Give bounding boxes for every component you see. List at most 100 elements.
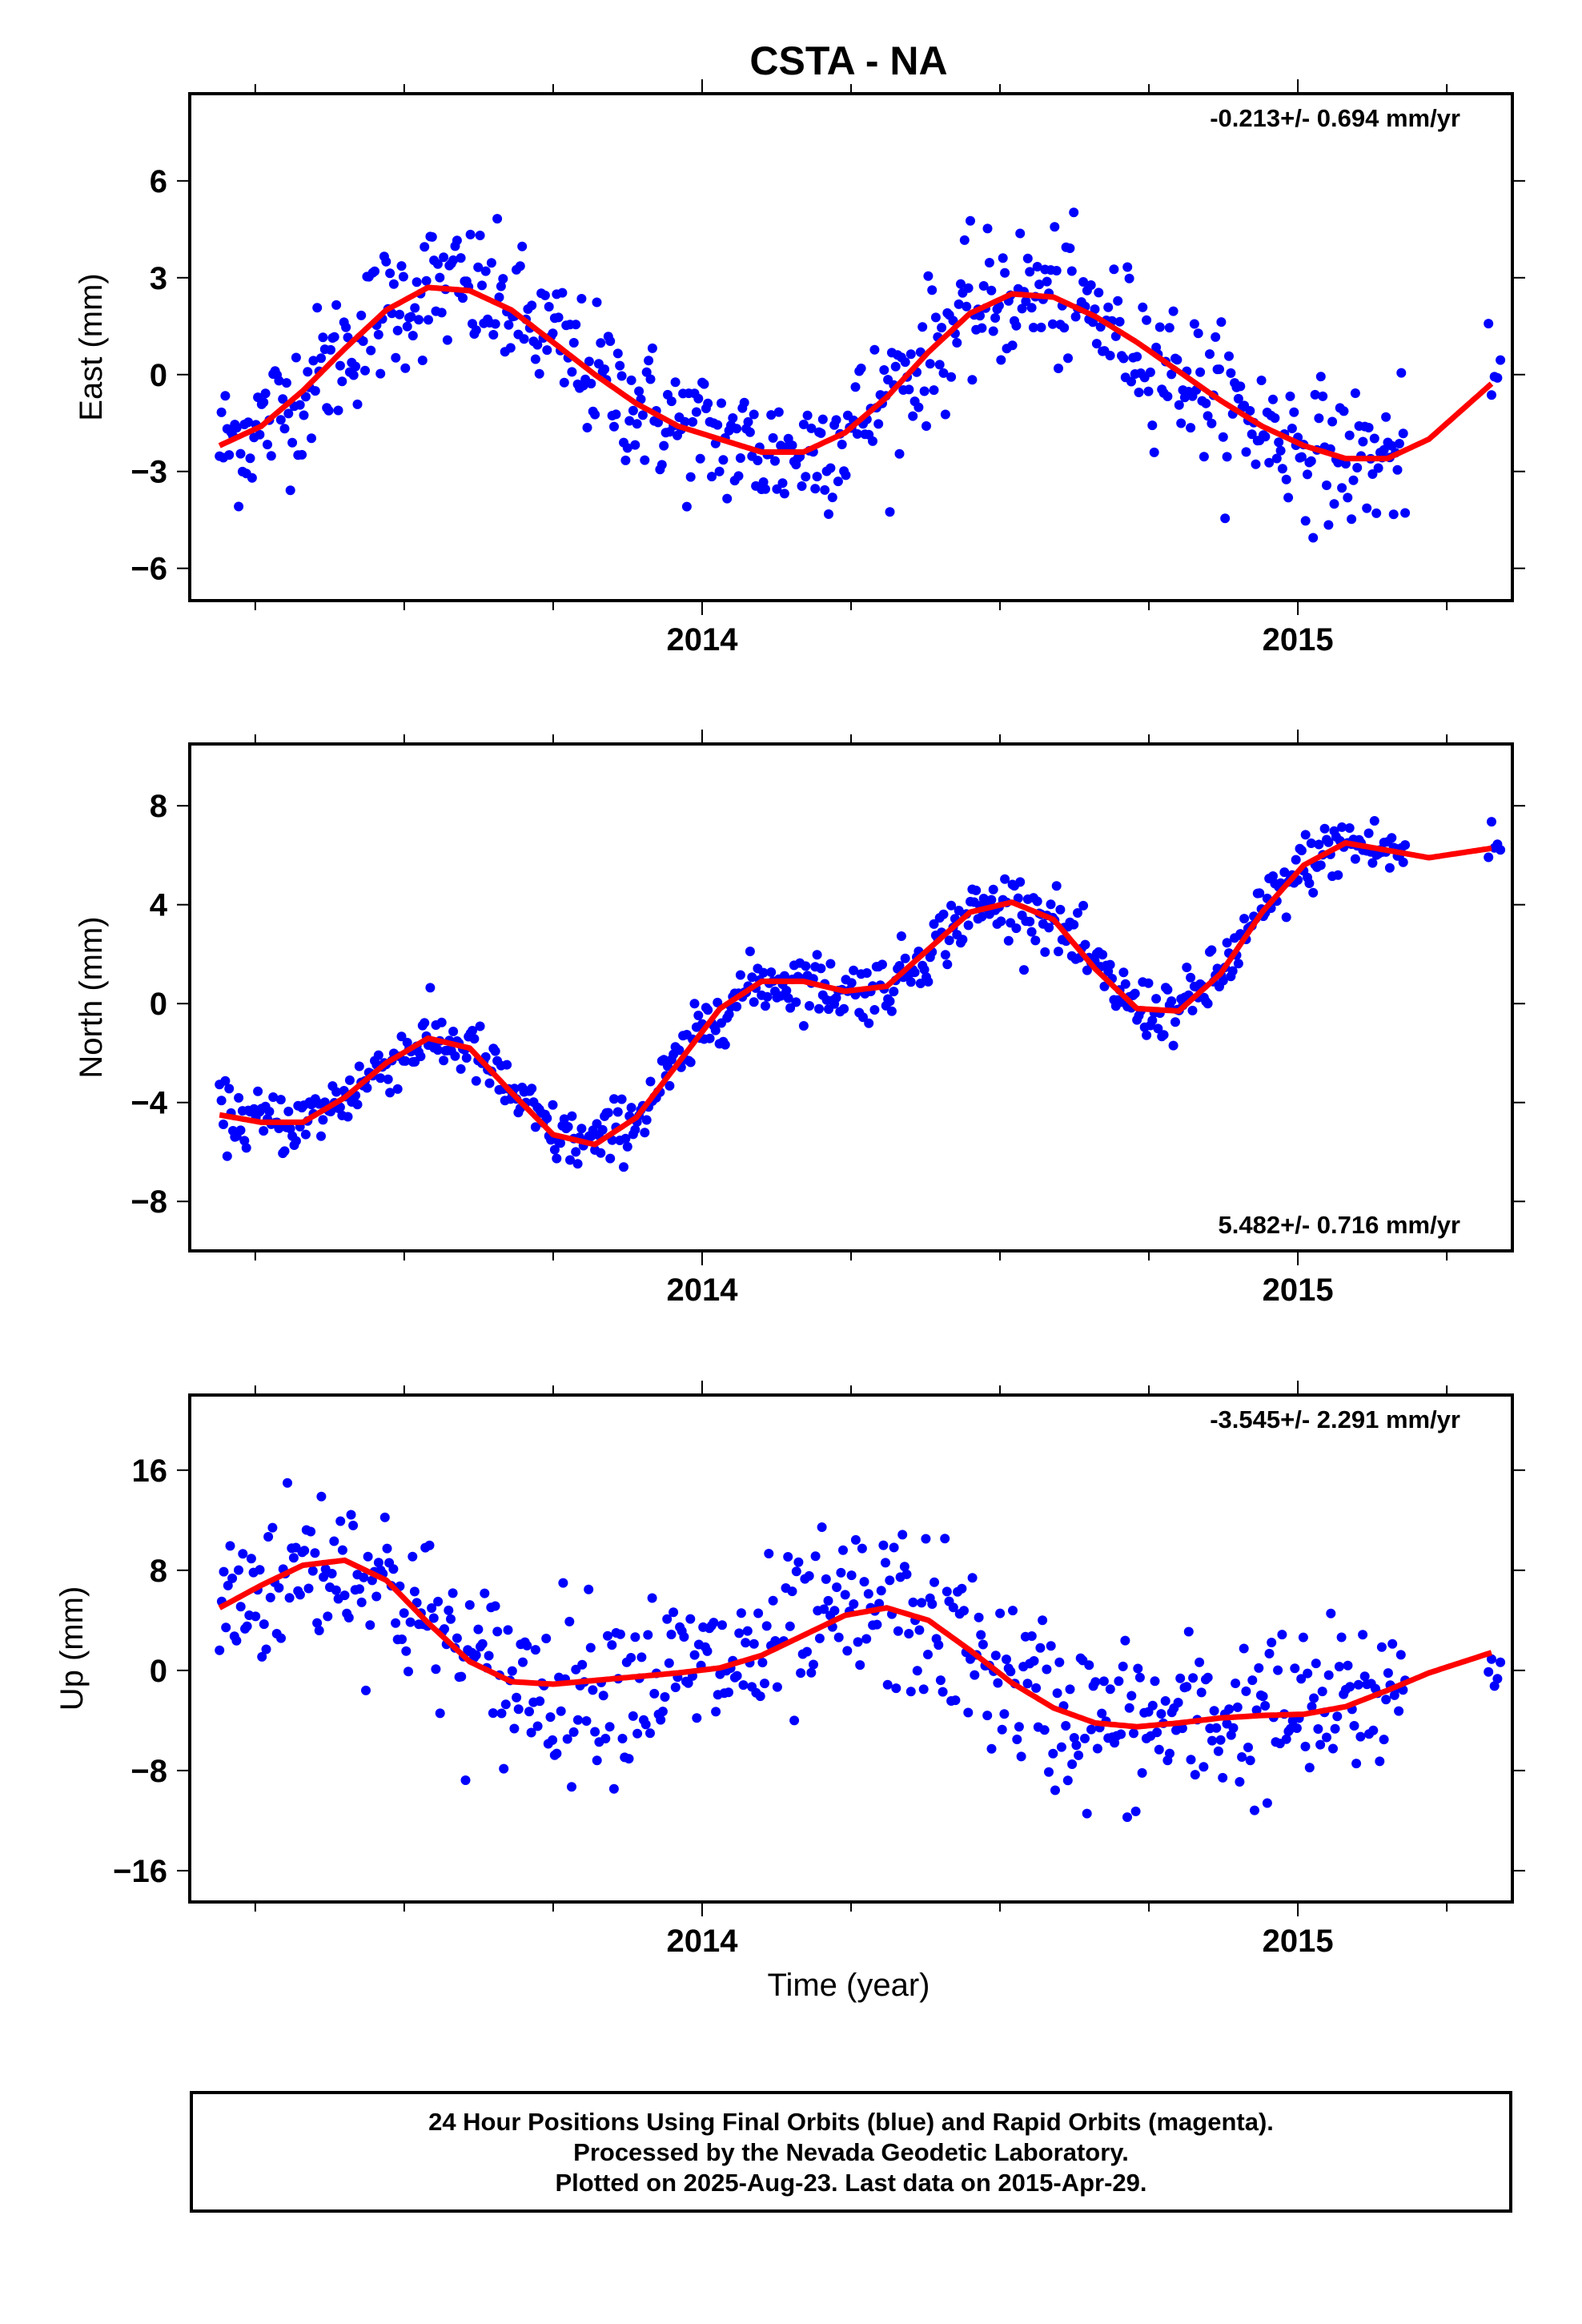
east-data-point (817, 414, 828, 424)
north-data-point (1153, 1023, 1163, 1034)
north-data-point (1369, 816, 1379, 826)
north-data-point (889, 987, 899, 997)
up-data-point (488, 1708, 498, 1719)
east-data-point (1275, 445, 1286, 456)
up-data-point (643, 1630, 653, 1640)
north-data-point (549, 1144, 560, 1155)
east-data-point (323, 405, 334, 416)
north-data-point (375, 1073, 386, 1084)
east-data-point (505, 343, 516, 353)
north-data-point (986, 895, 997, 905)
east-data-point (303, 367, 313, 377)
up-data-point (246, 1554, 256, 1564)
east-data-point (1166, 369, 1177, 380)
east-data-point (714, 466, 725, 476)
east-data-point (1059, 323, 1070, 333)
east-data-point (640, 455, 650, 465)
east-data-point (234, 501, 244, 512)
north-data-point (814, 1003, 824, 1014)
up-data-point (891, 1683, 901, 1694)
up-data-point (1349, 1721, 1359, 1731)
up-data-point (503, 1625, 513, 1635)
up-data-point (1239, 1643, 1249, 1654)
north-data-point (1158, 1030, 1169, 1040)
up-y-tick-label: 8 (150, 1554, 167, 1589)
up-data-point (1355, 1731, 1366, 1742)
up-y-tick-label: −8 (130, 1754, 167, 1789)
up-data-point (1487, 1654, 1496, 1664)
north-data-point (1069, 919, 1079, 930)
east-data-point (938, 368, 949, 378)
east-data-point (381, 256, 391, 267)
east-data-point (544, 302, 554, 312)
up-data-point (986, 1743, 997, 1754)
east-data-point (644, 356, 654, 366)
up-data-point (581, 1716, 592, 1726)
up-data-point (814, 1633, 825, 1643)
up-data-point (592, 1755, 602, 1766)
east-data-point (616, 371, 627, 381)
east-data-point (266, 451, 276, 461)
north-data-point (268, 1092, 279, 1102)
up-data-point (1307, 1702, 1317, 1711)
east-data-point (1400, 508, 1411, 518)
north-data-point (791, 997, 801, 1007)
east-data-point (402, 321, 412, 332)
east-data-point (442, 335, 452, 345)
up-data-point (1014, 1722, 1024, 1732)
up-data-point (343, 1613, 354, 1622)
east-data-point (571, 320, 581, 330)
east-data-point (1066, 266, 1077, 276)
up-data-point (251, 1611, 261, 1622)
north-data-point (344, 1075, 355, 1085)
north-data-point (253, 1086, 263, 1096)
up-data-point (473, 1624, 484, 1634)
up-y-tick-label: 0 (150, 1654, 167, 1689)
up-data-point (1215, 1735, 1226, 1745)
north-y-tick-label: 4 (150, 888, 168, 923)
east-data-point (984, 258, 994, 267)
east-data-point (496, 281, 506, 292)
up-data-point (373, 1558, 383, 1568)
north-data-point (1025, 916, 1035, 927)
north-data-point (825, 959, 836, 969)
north-data-point (436, 1017, 447, 1027)
up-data-point (1120, 1635, 1130, 1646)
east-data-point (1300, 516, 1311, 526)
up-data-point (568, 1727, 579, 1737)
up-data-point (329, 1536, 339, 1546)
north-y-tick-label: −8 (130, 1184, 167, 1220)
up-data-point (1492, 1674, 1503, 1684)
east-data-point (637, 410, 648, 420)
up-data-point (598, 1691, 608, 1701)
east-data-point (612, 348, 623, 359)
east-data-point (348, 370, 359, 380)
east-data-point (519, 334, 529, 344)
east-data-point (360, 365, 370, 376)
east-data-point (492, 214, 503, 224)
up-data-point (810, 1551, 821, 1562)
north-data-point (1151, 994, 1162, 1004)
east-data-point (388, 279, 399, 289)
up-data-point (1054, 1657, 1065, 1667)
north-data-point (592, 1119, 602, 1129)
east-data-point (967, 375, 978, 385)
east-data-point (1484, 319, 1494, 329)
up-observations (215, 1478, 1506, 1823)
up-data-point (863, 1589, 873, 1599)
up-data-point (1042, 1664, 1052, 1675)
east-data-point (656, 460, 667, 470)
up-data-point (861, 1634, 872, 1644)
up-ylabel: Up (mm) (54, 1586, 90, 1711)
east-data-point (480, 266, 491, 276)
east-data-point (1348, 475, 1359, 485)
east-data-point (1271, 453, 1282, 464)
up-data-point (1065, 1684, 1075, 1695)
north-data-point (971, 885, 982, 895)
north-data-point (392, 1084, 403, 1094)
east-data-point (1176, 418, 1186, 428)
east-data-point (517, 241, 528, 251)
up-data-point (608, 1783, 619, 1794)
east-data-point (275, 415, 286, 425)
east-observations (215, 207, 1506, 543)
